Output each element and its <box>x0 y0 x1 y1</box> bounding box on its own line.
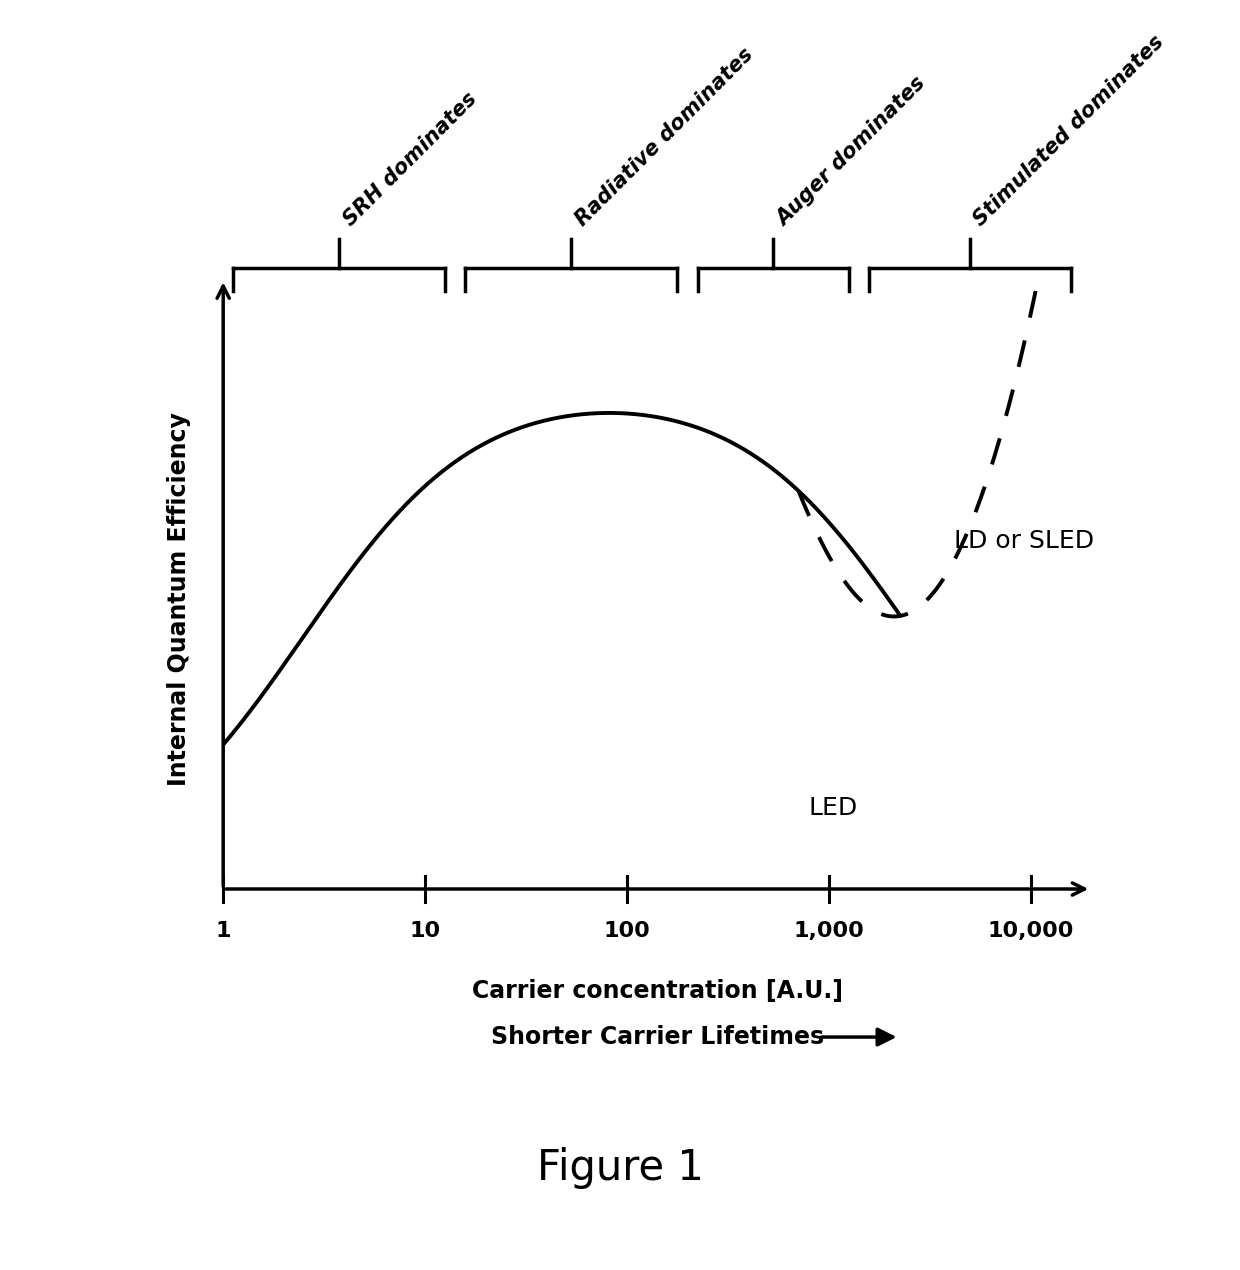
Text: Carrier concentration [A.U.]: Carrier concentration [A.U.] <box>471 979 843 1003</box>
Text: LD or SLED: LD or SLED <box>954 528 1094 552</box>
Text: Shorter Carrier Lifetimes: Shorter Carrier Lifetimes <box>491 1025 823 1049</box>
Text: Auger dominates: Auger dominates <box>774 74 930 230</box>
Text: SRH dominates: SRH dominates <box>340 89 480 230</box>
Text: 1: 1 <box>216 921 231 941</box>
Text: Figure 1: Figure 1 <box>537 1147 703 1190</box>
Text: Internal Quantum Efficiency: Internal Quantum Efficiency <box>167 411 191 786</box>
Text: Stimulated dominates: Stimulated dominates <box>970 32 1168 230</box>
Text: Radiative dominates: Radiative dominates <box>572 44 756 230</box>
Text: 1,000: 1,000 <box>794 921 864 941</box>
Text: LED: LED <box>808 796 858 819</box>
Text: 10,000: 10,000 <box>987 921 1074 941</box>
Text: 100: 100 <box>604 921 650 941</box>
Text: 10: 10 <box>409 921 440 941</box>
